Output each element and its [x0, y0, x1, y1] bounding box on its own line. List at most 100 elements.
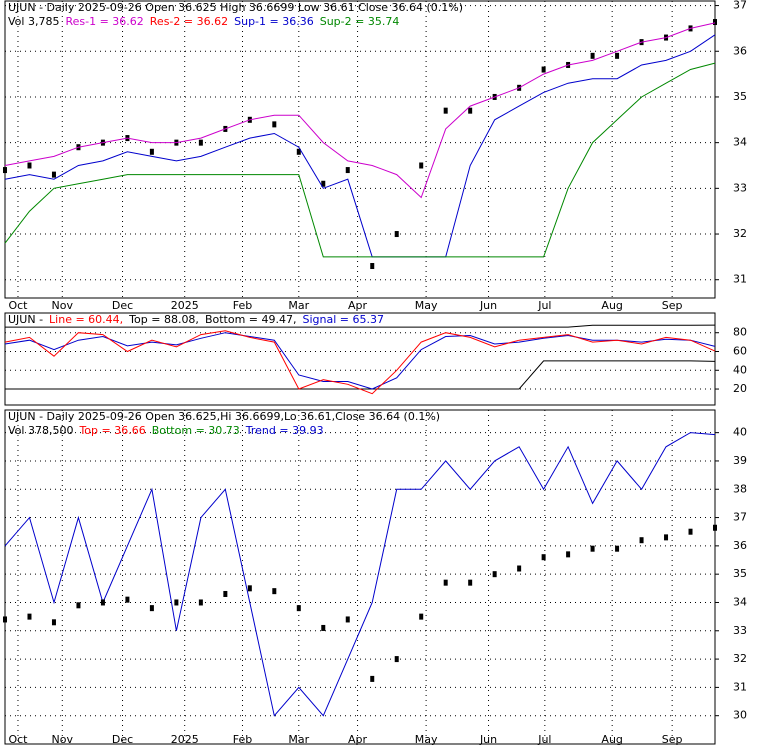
y-tick-label: 31	[733, 273, 747, 286]
price-bar	[272, 121, 277, 128]
x-tick-label: Apr	[348, 299, 368, 312]
x-tick-label: Jun	[479, 299, 497, 312]
x-tick-label: Apr	[348, 733, 368, 745]
price-bar	[590, 52, 595, 59]
header-text: UJUN -	[8, 313, 43, 326]
price-bar	[149, 605, 154, 612]
price-bar	[27, 613, 32, 620]
y-tick-label: 20	[733, 382, 747, 395]
header-text: UJUN - Daily 2025-09-26 Open 36.625 High…	[8, 1, 463, 14]
price-bar	[296, 605, 301, 612]
header-text: UJUN - Daily 2025-09-26 Open 36.625,Hi 3…	[8, 410, 440, 423]
header-text: Vol 378,500	[8, 424, 73, 437]
price-bar	[713, 524, 717, 531]
price-bar	[664, 534, 669, 541]
x-tick-label: Aug	[601, 299, 622, 312]
series-line	[5, 324, 716, 328]
price-bar	[370, 675, 375, 682]
x-tick-label: Nov	[52, 733, 74, 745]
price-bar	[345, 167, 350, 174]
price-bar	[541, 66, 546, 73]
x-tick-label: Jun	[479, 733, 497, 745]
x-tick-label: 2025	[171, 733, 199, 745]
header-text: Line = 60.44,	[49, 313, 123, 326]
price-bar	[419, 613, 424, 620]
price-bar	[76, 602, 81, 609]
series-line	[4, 332, 716, 390]
y-tick-label: 39	[733, 454, 747, 467]
header-text: Bottom = 30.73	[152, 424, 240, 437]
header-text: Res-2 = 36.62	[150, 15, 228, 28]
x-tick-label: Aug	[601, 733, 622, 745]
series-line	[4, 432, 716, 717]
price-bar	[198, 599, 203, 606]
price-bar	[639, 537, 644, 544]
price-bar	[27, 162, 32, 169]
price-bar	[272, 588, 277, 595]
panel-frame	[4, 409, 716, 745]
header-text: Bottom = 49.47,	[205, 313, 297, 326]
price-bar	[247, 585, 252, 592]
x-tick-label: Mar	[288, 733, 309, 745]
y-tick-label: 32	[733, 227, 747, 240]
x-tick-label: Feb	[233, 299, 252, 312]
price-bar	[345, 616, 350, 623]
price-bar	[615, 52, 620, 59]
x-tick-label: May	[415, 733, 438, 745]
y-tick-label: 32	[733, 652, 747, 665]
y-tick-label: 36	[733, 539, 747, 552]
series-line	[4, 34, 716, 258]
price-bar	[713, 19, 717, 26]
price-bar	[51, 619, 56, 626]
header-text: Sup-2 = 35.74	[320, 15, 400, 28]
price-bar	[321, 624, 326, 631]
price-bar	[3, 167, 7, 174]
y-tick-label: 33	[733, 181, 747, 194]
price-bar	[100, 599, 105, 606]
x-tick-label: Jul	[537, 299, 551, 312]
x-tick-label: Feb	[233, 733, 252, 745]
panel-frame	[4, 0, 716, 299]
header-text: Vol 3,785	[8, 15, 59, 28]
series-line	[4, 330, 716, 395]
price-bar	[125, 596, 130, 603]
y-tick-label: 34	[733, 595, 747, 608]
y-tick-label: 36	[733, 44, 747, 57]
y-tick-label: 80	[733, 326, 747, 339]
series-line	[4, 62, 716, 258]
price-bar	[3, 616, 7, 623]
x-tick-label: Oct	[8, 299, 28, 312]
y-tick-label: 37	[733, 0, 747, 12]
price-bar	[198, 139, 203, 146]
price-bar	[492, 571, 497, 578]
x-tick-label: May	[415, 299, 438, 312]
price-bar	[517, 565, 522, 572]
price-bar	[321, 180, 326, 187]
price-bar	[688, 528, 693, 535]
price-bar	[419, 162, 424, 169]
price-bar	[443, 107, 448, 114]
price-bar	[468, 107, 473, 114]
header-text: Sup-1 = 36.36	[234, 15, 314, 28]
y-tick-label: 35	[733, 90, 747, 103]
x-tick-label: Jul	[537, 733, 551, 745]
price-bar	[370, 263, 375, 270]
x-tick-label: Sep	[662, 733, 683, 745]
header-text: Res-1 = 36.62	[65, 15, 143, 28]
series-line	[4, 22, 716, 199]
y-tick-label: 37	[733, 511, 747, 524]
y-tick-label: 40	[733, 363, 747, 376]
price-bar	[149, 148, 154, 155]
price-bar	[443, 579, 448, 586]
x-tick-label: Nov	[52, 299, 74, 312]
y-tick-label: 33	[733, 624, 747, 637]
x-tick-label: Dec	[112, 733, 133, 745]
header-text: Top = 36.66	[78, 424, 145, 437]
price-bar	[51, 171, 56, 178]
header-text: Trend = 39.93	[245, 424, 324, 437]
price-bar	[394, 231, 399, 238]
x-tick-label: Mar	[288, 299, 309, 312]
y-tick-label: 31	[733, 680, 747, 693]
